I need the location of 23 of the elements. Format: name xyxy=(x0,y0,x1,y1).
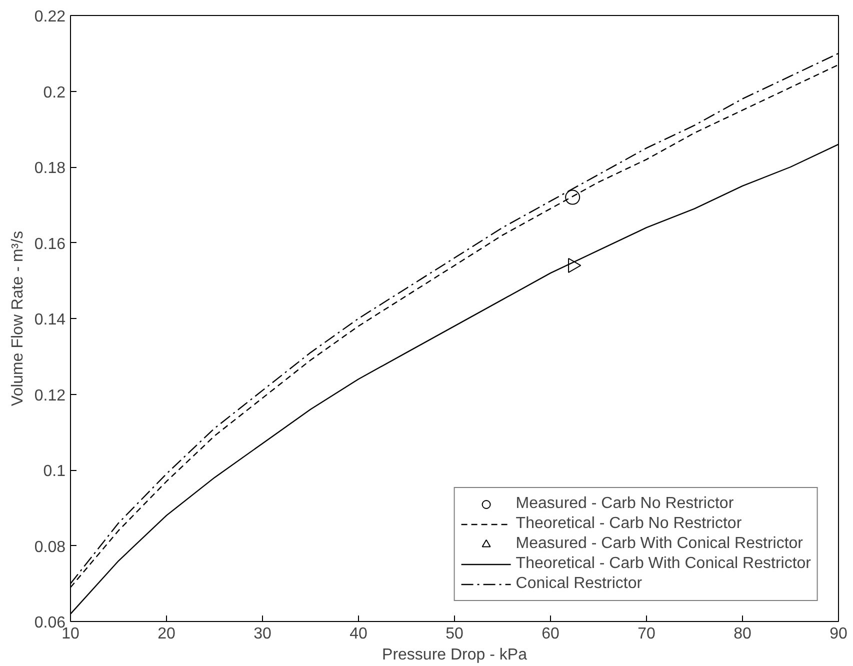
legend-label: Measured - Carb No Restrictor xyxy=(516,495,734,513)
x-tick-label: 40 xyxy=(350,626,368,642)
y-tick-label: 0.2 xyxy=(43,84,66,102)
y-axis-title: Volume Flow Rate - m³/s xyxy=(9,230,26,406)
legend-label: Theoretical - Carb With Conical Restrictor xyxy=(516,555,811,573)
x-tick-label: 60 xyxy=(542,626,560,642)
x-tick-label: 20 xyxy=(158,626,176,642)
x-axis-title: Pressure Drop - kPa xyxy=(382,646,528,664)
x-tick-label: 90 xyxy=(830,626,848,642)
x-tick-label: 50 xyxy=(446,626,464,642)
x-tick-label: 70 xyxy=(638,626,656,642)
x-tick-label: 30 xyxy=(254,626,272,642)
legend-label: Measured - Carb With Conical Restrictor xyxy=(516,535,803,553)
legend-label: Conical Restrictor xyxy=(516,575,642,593)
y-tick-label: 0.08 xyxy=(34,538,66,556)
y-tick-label: 0.12 xyxy=(34,387,66,404)
y-tick-label: 0.16 xyxy=(34,236,66,253)
y-tick-label: 0.1 xyxy=(43,463,66,480)
legend-label: Theoretical - Carb No Restrictor xyxy=(516,515,742,533)
y-tick-label: 0.22 xyxy=(34,8,66,26)
y-tick-label: 0.18 xyxy=(34,160,66,177)
y-tick-label: 0.14 xyxy=(34,312,66,328)
x-tick-label: 80 xyxy=(734,626,752,642)
